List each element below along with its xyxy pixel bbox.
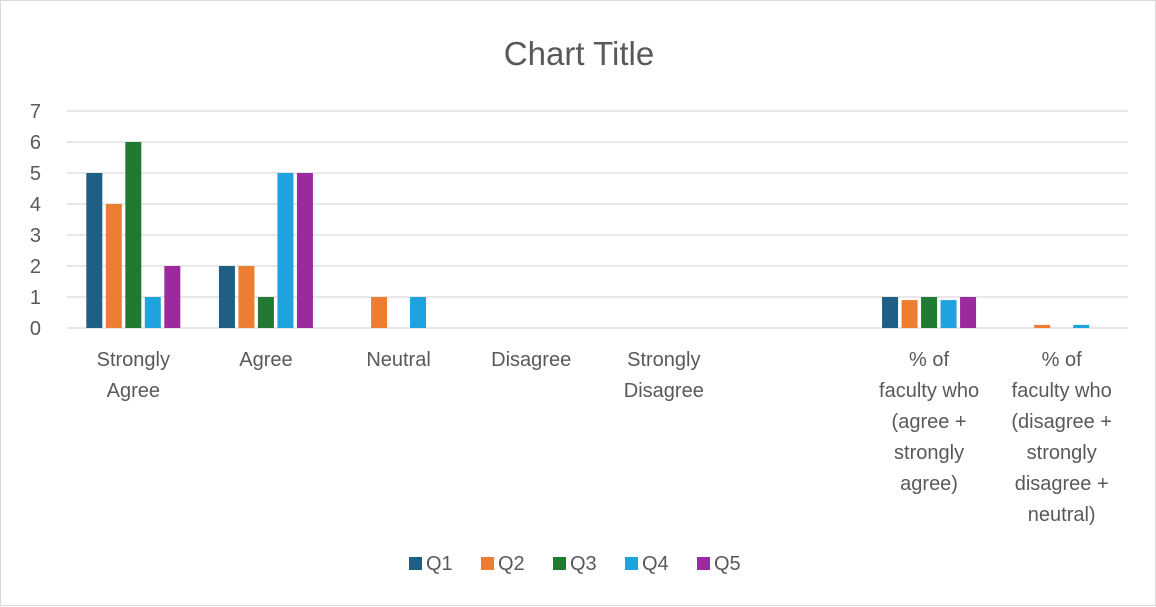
bar-q3-cat-0 [125,142,142,328]
y-tick-label: 5 [30,163,41,185]
y-tick-label: 0 [30,318,41,340]
category-label: strongly [1027,442,1097,464]
category-label: neutral) [1028,504,1096,526]
bar-q1-cat-1 [218,266,235,328]
bar-q5-cat-1 [296,173,313,328]
category-label: Strongly [97,349,170,371]
bar-q4-cat-7 [1073,324,1090,328]
legend-label-q1: Q1 [426,553,453,575]
category-label: faculty who [1012,380,1112,402]
legend-swatch-q5 [697,557,710,570]
legend-label-q5: Q5 [714,553,741,575]
bar-q2-cat-1 [238,266,255,328]
category-label: strongly [894,442,964,464]
legend-swatch-q2 [481,557,494,570]
legend-swatch-q4 [625,557,638,570]
category-label: (agree + [892,411,967,433]
category-label: disagree + [1015,473,1109,495]
legend-label-q2: Q2 [498,553,525,575]
category-label: faculty who [879,380,979,402]
category-label: agree) [900,473,958,495]
bar-q4-cat-0 [144,297,161,328]
legend-label-q4: Q4 [642,553,669,575]
category-label: % of [1042,349,1082,371]
bars [86,142,1090,328]
legend-swatch-q3 [553,557,566,570]
category-label: Disagree [624,380,704,402]
bar-q4-cat-2 [410,297,427,328]
category-label: Disagree [491,349,571,371]
y-tick-label: 3 [30,225,41,247]
y-tick-label: 6 [30,132,41,154]
bar-q1-cat-0 [86,173,103,328]
bar-q3-cat-1 [257,297,274,328]
bar-q2-cat-7 [1034,324,1051,328]
legend: Q1 Q2 Q3 Q4 Q5 [409,553,741,575]
category-labels: Strongly Agree Agree Neutral Disagree Strongl… [97,349,1112,526]
y-tick-label: 4 [30,194,41,216]
y-tick-label: 7 [30,101,41,123]
chart-title: Chart Title [504,35,654,72]
y-axis-ticks: 0 1 2 3 4 5 6 7 [30,101,41,340]
bar-q2-cat-2 [371,297,388,328]
bar-q2-cat-0 [105,204,122,328]
category-label: Neutral [366,349,430,371]
bar-q5-cat-0 [164,266,181,328]
bar-q2-cat-6 [901,300,918,328]
bar-q1-cat-6 [882,297,899,328]
y-tick-label: 2 [30,256,41,278]
legend-label-q3: Q3 [570,553,597,575]
bar-q5-cat-6 [960,297,977,328]
category-label: Agree [239,349,292,371]
category-label: (disagree + [1011,411,1112,433]
y-tick-label: 1 [30,287,41,309]
bar-q4-cat-1 [277,173,294,328]
category-label: Agree [107,380,160,402]
legend-swatch-q1 [409,557,422,570]
bar-q3-cat-6 [921,297,938,328]
category-label: % of [909,349,949,371]
category-label: Strongly [627,349,700,371]
bar-q4-cat-6 [940,300,957,328]
